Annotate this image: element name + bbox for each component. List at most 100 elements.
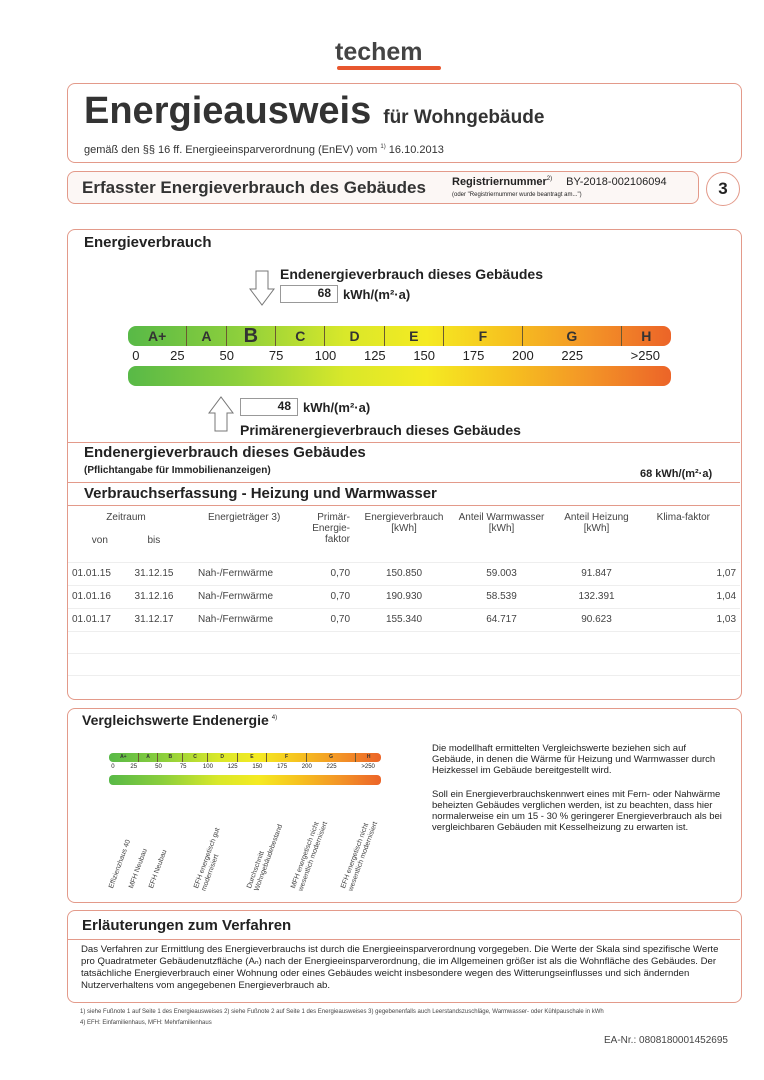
table-row: 01.01.17 31.12.17 Nah-/Fernwärme 0,70 155.34… bbox=[68, 608, 741, 631]
cell-to: 31.12.15 bbox=[134, 568, 174, 579]
techem-logo: techem bbox=[335, 38, 423, 66]
tick-label: 100 bbox=[314, 348, 337, 363]
reg-label: Registriernummer bbox=[452, 176, 547, 188]
summary-value: 68 kWh/(m²·a) bbox=[640, 468, 713, 480]
class-H: H bbox=[641, 328, 652, 344]
tick-label: 100 bbox=[202, 764, 213, 770]
class-A: A bbox=[187, 326, 227, 346]
reg-line: Registriernummer2) BY-2018-002106094 bbox=[452, 176, 667, 188]
law-text: gemäß den §§ 16 ff. Energieeinsparverord… bbox=[84, 144, 378, 156]
energy-title: Energieverbrauch bbox=[84, 234, 212, 251]
class-B: B bbox=[227, 326, 277, 346]
empty-row bbox=[68, 631, 741, 653]
tick-label: 175 bbox=[462, 348, 485, 363]
cell-carrier: Nah-/Fernwärme bbox=[198, 568, 274, 579]
tick-label: 25 bbox=[170, 348, 185, 363]
tick-label: 0 bbox=[132, 348, 140, 363]
page-number: 3 bbox=[706, 172, 740, 206]
explanation-box: Erläuterungen zum Verfahren Das Verfahre… bbox=[67, 910, 742, 1003]
th-carrier: Energieträger 3) bbox=[208, 512, 281, 523]
explanation-text: Das Verfahren zur Ermittlung des Energie… bbox=[81, 944, 719, 991]
end-energy-label: Endenergieverbrauch dieses Gebäudes bbox=[280, 266, 543, 282]
comparison-sup: 4) bbox=[271, 714, 278, 721]
th-heat: Anteil Heizung [kWh] bbox=[564, 512, 629, 534]
class-D: D bbox=[208, 753, 238, 762]
section-bar: Erfasster Energieverbrauch des Gebäudes … bbox=[67, 171, 699, 204]
th-ww: Anteil Warmwasser [kWh] bbox=[458, 512, 545, 534]
class-G: G bbox=[523, 326, 622, 346]
page-title: Energieausweis bbox=[84, 90, 372, 132]
reg-value: BY-2018-002106094 bbox=[566, 176, 667, 188]
cell-ww: 64.717 bbox=[486, 614, 517, 625]
end-energy-arrow-icon bbox=[249, 270, 275, 306]
end-energy-unit: kWh/(m²·a) bbox=[343, 287, 411, 302]
class-A: A bbox=[139, 753, 159, 762]
tick-label: 75 bbox=[179, 764, 187, 770]
th-energy: Energieverbrauch [kWh] bbox=[364, 512, 444, 534]
ea-number: EA-Nr.: 0808180001452695 bbox=[604, 1035, 728, 1046]
cell-factor: 0,70 bbox=[330, 614, 351, 625]
mini-scale-ticks: 0 25 50 75 100 125 150 175 200 225 >250 bbox=[109, 764, 381, 774]
cell-energy: 190.930 bbox=[385, 591, 423, 602]
title-line: Energieausweis für Wohngebäude bbox=[84, 90, 544, 133]
th-from: von bbox=[91, 535, 108, 546]
class-C: C bbox=[276, 326, 326, 346]
tick-label: 150 bbox=[252, 764, 263, 770]
class-A+: A+ bbox=[128, 326, 188, 346]
tick-label: 75 bbox=[268, 348, 284, 363]
divider bbox=[68, 442, 740, 443]
summary-note: (Pflichtangabe für Immobilienanzeigen) bbox=[84, 465, 271, 476]
th-factor: Primär-Energie-faktor bbox=[312, 512, 351, 545]
empty-row bbox=[68, 653, 741, 675]
footnote-1: 1) siehe Fußnote 1 auf Seite 1 des Energ… bbox=[80, 1009, 604, 1015]
explanation-title: Erläuterungen zum Verfahren bbox=[82, 917, 292, 934]
summary-title: Endenergieverbrauch dieses Gebäudes bbox=[84, 444, 366, 461]
mini-scale-bottom bbox=[109, 775, 381, 785]
divider bbox=[68, 939, 740, 940]
cell-ww: 58.539 bbox=[486, 591, 517, 602]
class-H: H bbox=[366, 754, 371, 760]
tick-label: >250 bbox=[361, 764, 375, 770]
tick-label: 50 bbox=[219, 348, 234, 363]
comparison-label: EFH energetisch nicht wesentlich moderni… bbox=[340, 820, 380, 893]
tick-label: 175 bbox=[277, 764, 288, 770]
class-B: B bbox=[158, 753, 184, 762]
comparison-label: Durchschnitt Wohngebäudebestand bbox=[246, 823, 285, 893]
cell-heat: 91.847 bbox=[581, 568, 612, 579]
tick-label: 25 bbox=[130, 764, 138, 770]
cell-from: 01.01.16 bbox=[72, 591, 111, 602]
energy-box: Energieverbrauch Endenergieverbrauch die… bbox=[67, 229, 742, 700]
reg-note: (oder "Registriernummer wurde beantragt … bbox=[452, 192, 582, 198]
tick-label: 125 bbox=[227, 764, 238, 770]
comparison-label: EFH energetisch gut modernisiert bbox=[193, 827, 222, 893]
header-box: Energieausweis für Wohngebäude gemäß den… bbox=[67, 83, 742, 163]
cell-energy: 150.850 bbox=[385, 568, 423, 579]
consumption-table: Zeitraum von bis Energieträger 3) Primär-E… bbox=[68, 512, 741, 697]
tick-label: 0 bbox=[111, 764, 115, 770]
tick-label: 125 bbox=[363, 348, 386, 363]
empty-row bbox=[68, 675, 741, 697]
tick-label: >250 bbox=[630, 348, 660, 363]
comparison-box: Vergleichswerte Endenergie 4) A+ A B C D E F G H … bbox=[67, 708, 742, 903]
th-period: Zeitraum bbox=[106, 512, 146, 523]
class-A+: A+ bbox=[109, 753, 139, 762]
tick-label: 200 bbox=[512, 348, 534, 363]
comparison-text-2: Soll ein Energieverbrauchskennwert eines… bbox=[432, 789, 722, 833]
comparison-label: MFH energetisch nicht wesentlich moderni… bbox=[290, 820, 330, 893]
cell-carrier: Nah-/Fernwärme bbox=[198, 591, 274, 602]
logo-underline bbox=[337, 66, 441, 70]
cell-to: 31.12.17 bbox=[134, 614, 174, 625]
divider bbox=[68, 482, 740, 483]
primary-energy-arrow-icon bbox=[208, 396, 234, 432]
footnote-2: 4) EFH: Einfamilienhaus, MFH: Mehrfamili… bbox=[80, 1020, 212, 1026]
cell-heat: 132.391 bbox=[578, 591, 615, 602]
tick-label: 150 bbox=[413, 348, 436, 363]
cell-factor: 0,70 bbox=[330, 591, 351, 602]
mini-scale-top: A+ A B C D E F G H bbox=[109, 753, 381, 762]
law-line: gemäß den §§ 16 ff. Energieeinsparverord… bbox=[84, 144, 444, 156]
table-row: 01.01.16 31.12.16 Nah-/Fernwärme 0,70 190.93… bbox=[68, 585, 741, 608]
cell-energy: 155.340 bbox=[385, 614, 423, 625]
class-E: E bbox=[238, 753, 268, 762]
primary-energy-label: Primärenergieverbrauch dieses Gebäudes bbox=[240, 422, 521, 438]
tick-label: 225 bbox=[326, 764, 337, 770]
